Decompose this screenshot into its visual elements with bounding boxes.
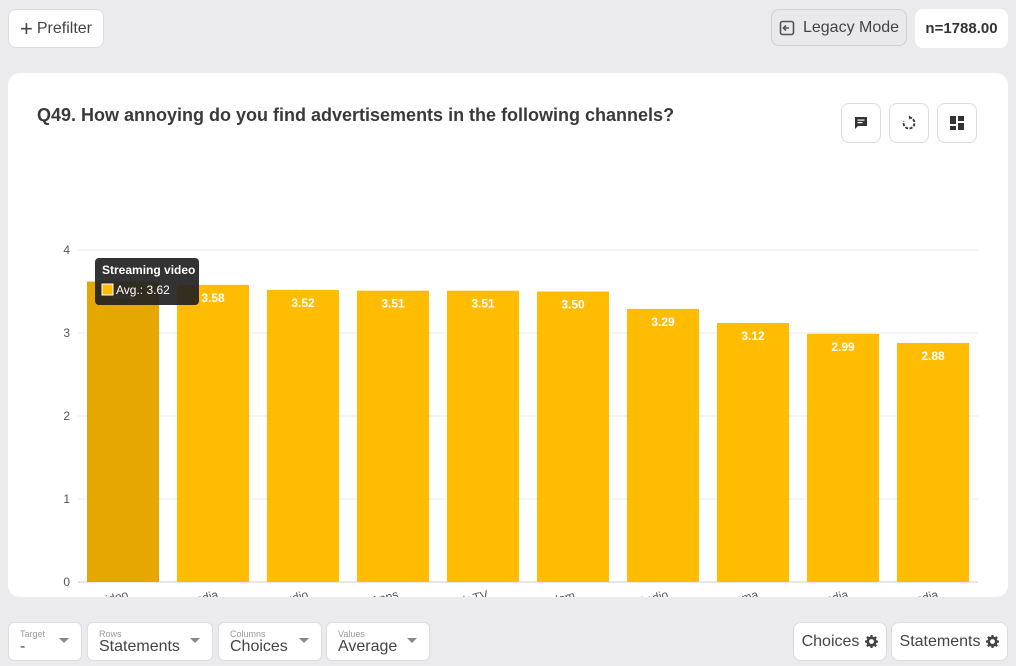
bar <box>627 308 699 582</box>
tooltip-title: Streaming video <box>102 263 195 277</box>
tooltip-value: Avg.: 3.62 <box>116 283 170 297</box>
prefilter-label: Prefilter <box>36 19 92 37</box>
question-title: Q49. How annoying do you find advertisem… <box>37 105 675 125</box>
x-tick-label: Radio <box>636 587 670 597</box>
y-tick-label: 3 <box>63 326 70 340</box>
bar <box>357 290 429 582</box>
statements-label: Statements <box>899 632 981 650</box>
exit-icon <box>779 20 795 35</box>
bar <box>897 342 969 582</box>
plus-icon: + <box>20 15 33 41</box>
data-label: 2.99 <box>831 340 855 354</box>
x-tick-label: Cinema <box>716 587 760 597</box>
choices-settings-button[interactable]: Choices <box>793 622 887 661</box>
x-tick-label: Streaming video <box>42 587 130 597</box>
bar <box>717 323 789 582</box>
data-label: 3.12 <box>741 329 765 343</box>
chart-card: Q49. How annoying do you find advertisem… <box>8 73 1008 597</box>
refresh-icon <box>902 115 916 130</box>
columns-select[interactable]: Columns Choices <box>218 622 322 661</box>
chevron-down-icon <box>299 638 309 643</box>
bar <box>267 289 339 582</box>
target-value: - <box>20 638 26 655</box>
x-tick-label: Free-to-air TV <box>414 587 490 597</box>
layout-button[interactable] <box>937 103 977 143</box>
x-tick-label: Social media <box>150 587 220 597</box>
rows-label: Rows <box>99 629 122 639</box>
legacy-mode-label: Legacy Mode <box>802 18 900 36</box>
choices-label: Choices <box>801 632 860 650</box>
bar <box>537 291 609 582</box>
rows-value: Statements <box>99 638 180 655</box>
chevron-down-icon <box>190 638 200 643</box>
x-tick-label: Outdoor media <box>859 587 940 597</box>
x-tick-label: Print media <box>788 587 851 597</box>
gear-icon <box>986 635 1000 648</box>
values-select[interactable]: Values Average <box>326 622 430 661</box>
chevron-down-icon <box>59 638 69 643</box>
rows-select[interactable]: Rows Statements <box>87 622 213 661</box>
data-label: 3.51 <box>381 297 405 311</box>
target-label: Target <box>20 629 46 639</box>
bar <box>87 281 159 582</box>
values-value: Average <box>338 638 398 655</box>
gear-icon <box>865 635 879 648</box>
sample-size-badge: n=1788.00 <box>915 9 1008 48</box>
data-label: 2.88 <box>921 349 945 363</box>
y-tick-label: 2 <box>63 409 70 423</box>
prefilter-button[interactable]: + Prefilter <box>8 9 104 48</box>
comment-button[interactable] <box>841 103 881 143</box>
tooltip-swatch <box>101 283 114 296</box>
x-tick-label: Websites & Apps <box>309 587 400 597</box>
comment-icon <box>855 117 867 129</box>
y-tick-label: 0 <box>63 575 70 589</box>
columns-value: Choices <box>230 638 288 655</box>
legacy-mode-button[interactable]: Legacy Mode <box>771 9 907 46</box>
chevron-down-icon <box>407 638 417 643</box>
target-select[interactable]: Target - <box>8 622 82 661</box>
data-label: 3.29 <box>651 315 675 329</box>
columns-label: Columns <box>230 629 266 639</box>
bar <box>807 333 879 582</box>
bar <box>447 290 519 582</box>
tooltip-box <box>95 258 199 305</box>
data-label: 3.50 <box>561 298 585 312</box>
dashboard-icon <box>950 116 964 130</box>
y-tick-label: 1 <box>63 492 70 506</box>
bar <box>177 284 249 582</box>
values-label: Values <box>338 629 365 639</box>
data-label: 3.51 <box>471 297 495 311</box>
data-label: 3.58 <box>201 291 225 305</box>
data-label: 3.52 <box>291 296 315 310</box>
statements-settings-button[interactable]: Statements <box>891 622 1008 661</box>
x-tick-label: Streaming audio <box>222 587 310 597</box>
y-tick-label: 4 <box>63 243 70 257</box>
refresh-button[interactable] <box>889 103 929 143</box>
